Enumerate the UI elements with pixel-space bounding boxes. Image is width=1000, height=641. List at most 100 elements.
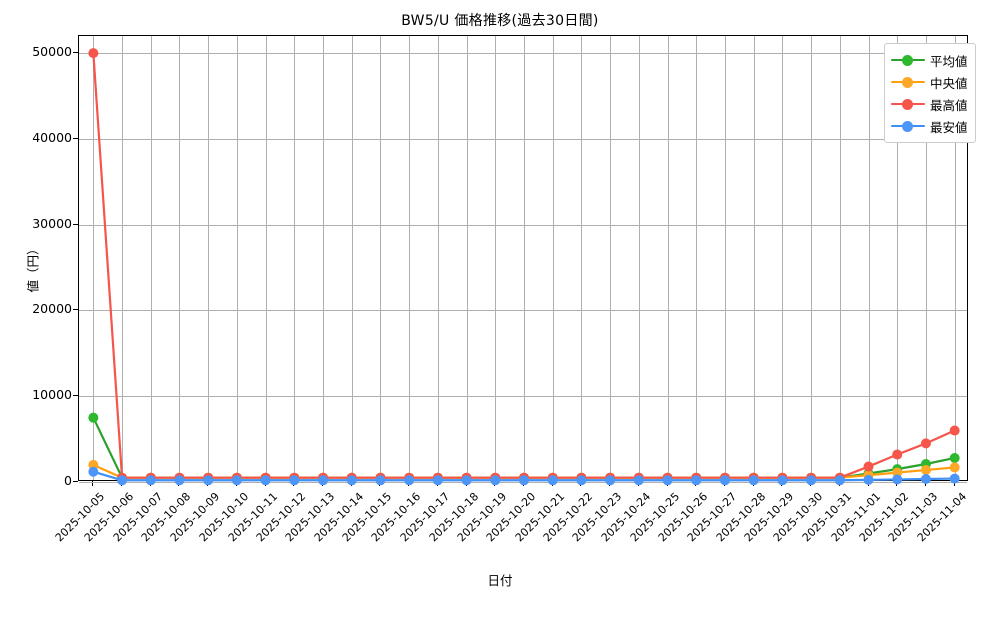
series-line [92,416,956,479]
legend-item-3[interactable]: 最高値 [891,93,968,115]
data-point-marker [920,438,931,449]
gridline-vertical [208,36,210,480]
data-point-marker [346,475,357,486]
y-axis-tick-mark [73,309,78,311]
data-point-marker [404,475,415,486]
x-axis-label: 日付 [487,573,513,588]
gridline-vertical [954,36,956,480]
data-point-marker [920,474,931,484]
gridline-vertical [724,36,726,480]
legend-marker-icon [891,53,925,67]
data-point-marker [547,475,558,486]
data-point-marker [461,475,472,486]
gridline-vertical [839,36,841,480]
data-point-marker [318,475,329,486]
series-layer [88,48,960,486]
gridline-vertical [667,36,669,480]
y-axis-tick-label: 20000 [32,301,72,317]
data-point-marker [834,475,845,486]
y-axis-tick-mark [73,481,78,482]
gridline-vertical [495,36,497,480]
y-axis-tick-mark [73,137,78,139]
data-point-marker [375,475,386,486]
y-axis-tick-label: 40000 [32,129,72,145]
data-point-marker [231,475,242,486]
y-axis-tick-label: 50000 [32,44,72,60]
gridline-vertical [610,36,612,480]
y-axis-tick-mark [73,395,78,397]
data-point-marker [892,449,903,460]
gridline-vertical [351,36,353,480]
data-point-marker [920,464,931,475]
gridline-vertical [236,36,238,480]
gridline-vertical [380,36,382,480]
legend-label: 最安値 [930,119,968,135]
data-point-marker [633,475,644,486]
data-point-marker [949,473,960,484]
gridline-vertical [753,36,755,480]
gridline-vertical [782,36,784,480]
legend-item-2[interactable]: 中央値 [891,71,968,93]
gridline-vertical [93,36,95,480]
data-point-marker [88,459,99,470]
data-point-marker [88,466,99,477]
data-point-marker [490,475,501,486]
gridline-horizontal [79,310,967,312]
legend-label: 中央値 [930,75,968,91]
data-point-marker [863,474,874,485]
data-point-marker [691,475,702,486]
gridline-vertical [294,36,296,480]
data-point-marker [203,475,214,486]
legend-label: 最高値 [930,97,968,113]
legend-marker-icon [891,75,925,89]
data-point-marker [432,475,443,486]
gridline-vertical [552,36,554,480]
data-point-marker [145,475,156,486]
y-axis-tick-label: 0 [64,473,72,488]
data-point-marker [777,475,788,486]
legend-item-4[interactable]: 最安値 [891,115,968,137]
y-axis-tick-mark [73,223,78,225]
gridline-horizontal [79,224,967,226]
data-point-marker [174,475,185,486]
legend-marker-icon [891,97,925,111]
data-point-marker [88,48,99,59]
data-point-marker [949,462,960,473]
data-point-marker [88,412,99,423]
gridline-vertical [925,36,927,480]
x-axis-tick-mark [92,481,94,486]
series-4 [88,466,960,486]
gridline-vertical [150,36,152,480]
gridline-vertical [265,36,267,480]
series-3 [88,48,960,483]
data-point-marker [892,474,903,485]
legend-label: 平均値 [930,53,968,69]
data-point-marker [662,475,673,486]
gridline-vertical [466,36,468,480]
legend-item-1[interactable]: 平均値 [891,49,968,71]
chart-title: BW5/U 価格推移(過去30日間) [401,13,599,29]
data-point-marker [949,452,960,463]
gridline-vertical [638,36,640,480]
gridline-vertical [179,36,181,480]
plot-area [78,35,968,486]
chart-figure: BW5/U 価格推移(過去30日間) 値（円） 日付 0 10000 20000 30… [25,13,976,588]
gridline-vertical [122,36,124,480]
gridline-horizontal [79,138,967,140]
data-point-marker [949,425,960,436]
legend-marker-icon [891,119,925,133]
data-point-marker [748,475,759,486]
data-point-marker [519,475,529,486]
y-axis-tick-label: 30000 [32,215,72,231]
y-axis-tick-mark [73,52,78,54]
gridline-vertical [868,36,870,480]
data-point-marker [863,461,874,472]
data-point-marker [892,467,903,478]
data-point-marker [719,475,730,486]
chart-legend: 平均値中央値最高値最安値 [884,43,976,143]
data-point-marker [289,475,300,486]
gridline-vertical [811,36,813,480]
y-axis-tick-label: 10000 [32,387,72,403]
series-1 [88,412,960,483]
gridline-vertical [696,36,698,480]
